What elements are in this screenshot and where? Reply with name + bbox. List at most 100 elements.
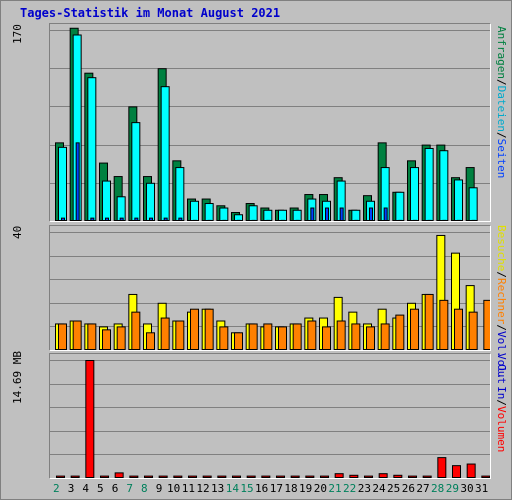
bar-sites [72, 320, 82, 350]
x-tick-label: 13 [211, 482, 225, 495]
bar-sites [234, 332, 243, 350]
bar-files [146, 182, 155, 221]
bar-volume [378, 473, 388, 478]
x-tick-label: 24 [372, 482, 386, 495]
bar-sites [336, 320, 346, 350]
bar-volume [144, 475, 153, 478]
bar-pages [310, 207, 315, 221]
x-tick-label: 29 [445, 482, 459, 495]
bar-volume [364, 475, 373, 478]
x-tick-label: 7 [126, 482, 133, 495]
bar-sites [292, 323, 302, 350]
bar-volume [56, 475, 65, 478]
x-tick-label: 28 [431, 482, 445, 495]
bar-volume [246, 475, 256, 478]
bar-volume [173, 475, 183, 478]
bar-sites [439, 299, 449, 350]
bar-volume [334, 473, 344, 478]
bar-sites [248, 323, 258, 350]
bar-sites [351, 323, 361, 350]
bar-files [278, 209, 287, 221]
x-tick-label: 27 [416, 482, 430, 495]
bar-sites [410, 308, 419, 350]
bar-sites [204, 308, 214, 350]
bar-pages [369, 207, 373, 221]
bar-sites [102, 329, 111, 350]
bar-files [410, 167, 419, 221]
bar-files [468, 187, 478, 221]
x-tick-label: 23 [357, 482, 371, 495]
legend-sep: / [495, 324, 508, 331]
bar-volume [70, 475, 80, 478]
bar-pages [339, 207, 344, 221]
hits-files-pages-panel [49, 23, 491, 222]
bar-sites [160, 317, 170, 350]
legend-sep: / [495, 131, 508, 139]
x-tick-label: 15 [240, 482, 254, 495]
visits-sites-panel [49, 225, 491, 351]
bar-pages [178, 217, 183, 221]
visits-chart-svg [50, 232, 490, 350]
x-tick-label: 30 [460, 482, 474, 495]
bar-volume [261, 475, 271, 478]
x-tick-label: 2 [53, 482, 60, 495]
x-tick-label: 12 [196, 482, 210, 495]
bar-files [351, 209, 361, 221]
bar-sites [58, 323, 67, 350]
legend-pages: Seiten [495, 138, 508, 179]
bar-volume [393, 474, 403, 478]
bar-files [248, 205, 258, 221]
y-max-volume: 14.69 MB [11, 351, 24, 404]
bar-volume [452, 465, 461, 478]
x-tick-label: 18 [284, 482, 298, 495]
bar-sites [366, 326, 375, 350]
x-tick-label: 10 [167, 482, 181, 495]
legend-sep: / [495, 399, 508, 406]
x-tick-label: 4 [82, 482, 89, 495]
bar-sites [307, 320, 317, 350]
bar-files [263, 209, 273, 221]
bar-files [116, 196, 126, 221]
x-tick-label: 25 [387, 482, 401, 495]
bar-files [58, 146, 67, 221]
bar-sites [131, 311, 141, 350]
x-tick-label: 8 [141, 482, 148, 495]
bar-pages [163, 217, 168, 221]
bar-sites [219, 326, 229, 350]
bar-pages [90, 217, 95, 221]
bar-pages [149, 217, 153, 221]
y-max-hits: 170 [11, 24, 24, 44]
bar-sites [483, 299, 490, 350]
bar-volume [114, 472, 124, 478]
x-tick-label: 22 [343, 482, 357, 495]
x-tick-label: 31 [475, 482, 489, 495]
volume-panel [49, 353, 491, 479]
bar-sites [278, 326, 287, 350]
bar-files [234, 214, 243, 221]
x-tick-label: 5 [97, 482, 104, 495]
legend-hits: Anfragen [495, 26, 508, 79]
bar-volume [217, 475, 227, 478]
bar-pages [383, 207, 388, 221]
right-legend-1: Anfragen/Dateien/Seiten [495, 26, 508, 178]
bar-sites [468, 311, 478, 350]
bar-sites [454, 308, 463, 350]
bar-volume [320, 475, 329, 478]
bar-volume [100, 475, 109, 478]
chart-title: Tages-Statistik im Monat August 2021 [20, 6, 281, 20]
x-axis-labels: 2 3 4 5 6 7 8 9 10 11 12 13 14 15 16 17 18 19 20 21 22 23 24 25… [49, 482, 489, 496]
bar-volume [422, 475, 432, 478]
x-tick-label: 26 [401, 482, 415, 495]
bar-sites [87, 323, 97, 350]
x-tick-label: 3 [67, 482, 75, 495]
bar-volume [466, 463, 476, 478]
bar-files [160, 86, 170, 221]
bar-files [87, 77, 97, 221]
bar-sites [322, 326, 331, 350]
bar-files [204, 203, 214, 221]
bar-pages [75, 142, 80, 221]
bar-files [190, 200, 199, 221]
bar-volume [437, 457, 447, 478]
legend-vol-in: Vol. In [495, 353, 508, 400]
x-tick-label: 21 [328, 482, 342, 495]
